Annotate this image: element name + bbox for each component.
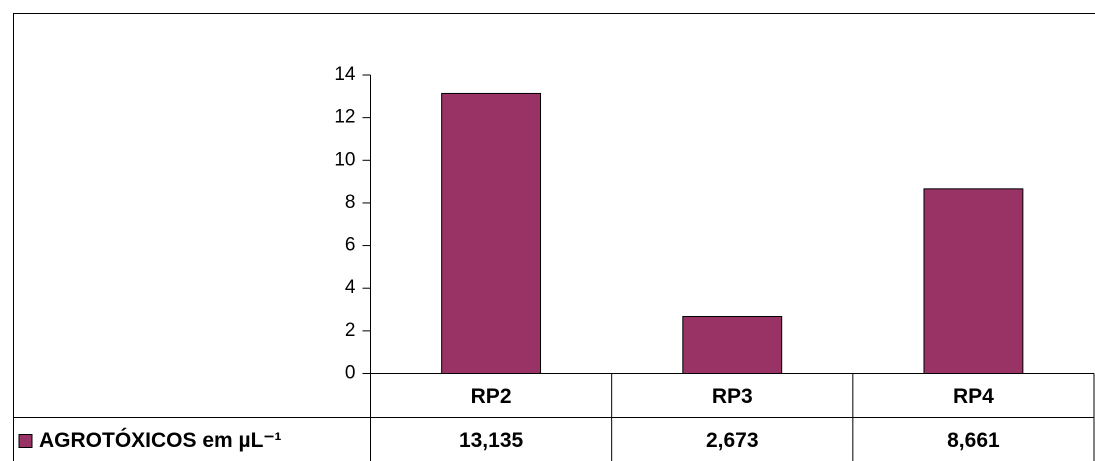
bar bbox=[682, 316, 783, 374]
y-tick-label: 6 bbox=[345, 235, 356, 256]
legend-label: AGROTÓXICOS em µL⁻¹ bbox=[39, 428, 282, 452]
chart-border bbox=[13, 13, 1095, 461]
x-tick-label: RP3 bbox=[712, 385, 753, 408]
y-tick-label: 0 bbox=[345, 363, 356, 384]
bar bbox=[923, 188, 1024, 374]
table-value: 13,135 bbox=[459, 429, 524, 452]
x-tick-label: RP4 bbox=[953, 385, 994, 408]
y-tick-label: 14 bbox=[334, 64, 356, 85]
table-value: 2,673 bbox=[706, 429, 759, 452]
y-tick-label: 10 bbox=[334, 149, 355, 170]
y-tick-label: 8 bbox=[345, 192, 356, 213]
y-tick-label: 4 bbox=[345, 277, 356, 298]
y-tick-label: 2 bbox=[345, 320, 356, 341]
legend-key bbox=[18, 434, 33, 448]
table-value: 8,661 bbox=[947, 429, 1000, 452]
y-tick-label: 12 bbox=[334, 107, 355, 128]
bar bbox=[441, 92, 542, 375]
x-tick-label: RP2 bbox=[471, 385, 512, 408]
